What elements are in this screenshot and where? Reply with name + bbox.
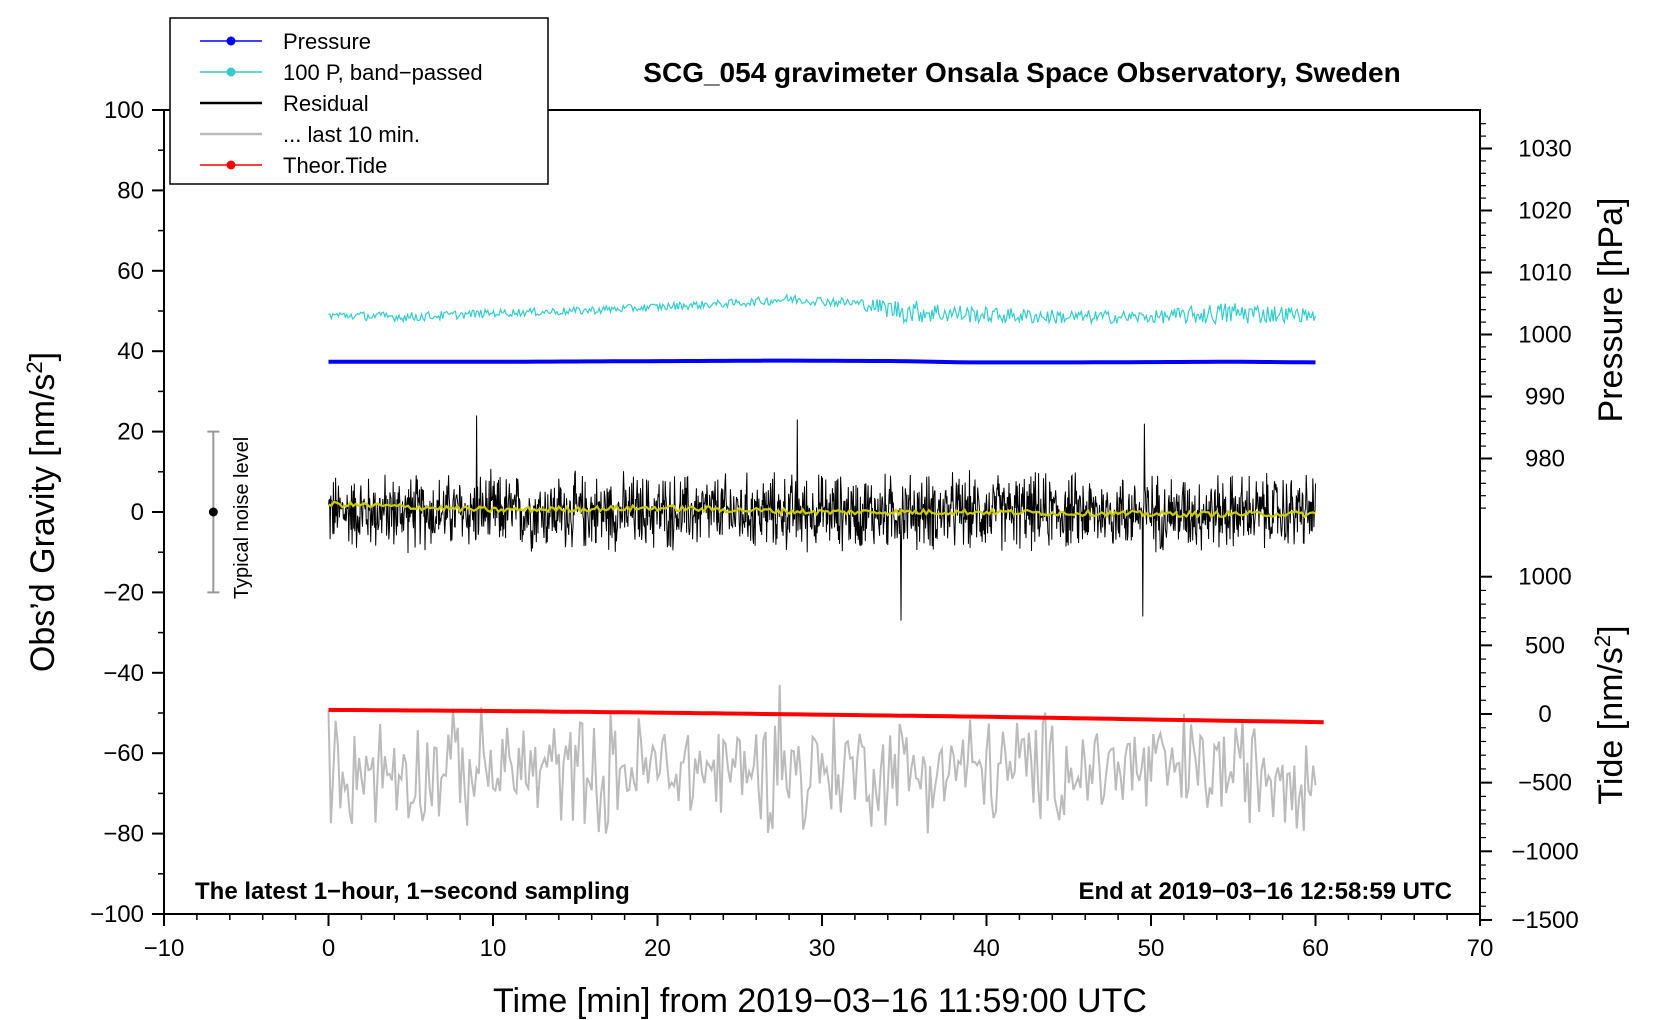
legend-marker [226, 67, 236, 77]
x-tick-label: −10 [144, 935, 185, 962]
axis-layer: −10 0 10 20 30 40 50 60 70100806040200−20−40−60−… [90, 97, 1579, 962]
pressure-tick-label: 1020 [1518, 198, 1571, 225]
noise-bar-center [208, 507, 218, 517]
legend-label: 100 P, band−passed [283, 60, 483, 85]
x-tick-label: 10 [480, 935, 507, 962]
pressure-tick-label: 1000 [1518, 322, 1571, 349]
data-layer [327, 293, 1324, 834]
x-tick-label: 70 [1467, 935, 1494, 962]
x-tick-label: 60 [1302, 935, 1329, 962]
legend-label: ... last 10 min. [283, 122, 420, 147]
y-left-tick-label: −80 [103, 821, 144, 848]
legend-label: Pressure [283, 29, 371, 54]
tide-tick-label: 1000 [1518, 564, 1571, 591]
y-left-tick-label: 0 [131, 499, 144, 526]
series-pressure [328, 358, 1316, 365]
y-left-tick-label: −60 [103, 740, 144, 767]
x-tick-label: 50 [1138, 935, 1165, 962]
legend: Pressure 100 P, band−passed Residual ... la… [169, 17, 549, 185]
x-axis-title: Time [min] from 2019−03−16 11:59:00 UTC [493, 982, 1147, 1020]
y-axis-pressure-title: Pressure [hPa] [1592, 198, 1630, 423]
y-left-tick-label: −20 [103, 579, 144, 606]
legend-label: Residual [283, 91, 369, 116]
x-tick-label: 40 [973, 935, 1000, 962]
y-left-tick-label: −100 [90, 901, 144, 928]
y-left-tick-label: 80 [117, 177, 144, 204]
y-left-tick-label: 100 [104, 97, 144, 124]
chart-title: SCG_054 gravimeter Onsala Space Observat… [643, 57, 1400, 88]
bottom-right-note: End at 2019−03−16 12:58:59 UTC [1078, 878, 1452, 905]
x-tick-label: 30 [809, 935, 836, 962]
x-tick-label: 20 [644, 935, 671, 962]
tide-tick-label: 500 [1525, 632, 1565, 659]
legend-marker [226, 36, 236, 46]
series-residual [328, 415, 1316, 621]
tide-tick-label: −500 [1518, 770, 1572, 797]
legend-box [169, 17, 549, 185]
noise-level-label: Typical noise level [231, 437, 253, 599]
series-band-passed-pressure [328, 293, 1317, 326]
pressure-tick-label: 1010 [1518, 260, 1571, 287]
legend-marker [226, 160, 236, 170]
x-tick-label: 0 [322, 935, 335, 962]
y-axis-left-title: Obs’d Gravity [nm/s2] [22, 352, 62, 672]
series-theoretical-tide [328, 707, 1324, 725]
tide-tick-label: −1000 [1511, 838, 1578, 865]
series-residual-smoothed [327, 500, 1316, 519]
y-left-tick-label: 40 [117, 338, 144, 365]
legend-label: Theor.Tide [283, 153, 387, 178]
y-left-tick-label: 60 [117, 258, 144, 285]
y-axis-tide-title: Tide [nm/s2] [1590, 625, 1630, 804]
pressure-tick-label: 980 [1525, 446, 1565, 473]
bottom-left-note: The latest 1−hour, 1−second sampling [195, 878, 630, 905]
tide-tick-label: −1500 [1511, 907, 1578, 934]
pressure-tick-label: 990 [1525, 384, 1565, 411]
pressure-tick-label: 1030 [1518, 136, 1571, 163]
series-last-10-min [327, 684, 1317, 834]
y-left-tick-label: −40 [103, 660, 144, 687]
tide-tick-label: 0 [1538, 701, 1551, 728]
y-left-tick-label: 20 [117, 419, 144, 446]
noise-level-indicator: Typical noise level [207, 430, 253, 599]
